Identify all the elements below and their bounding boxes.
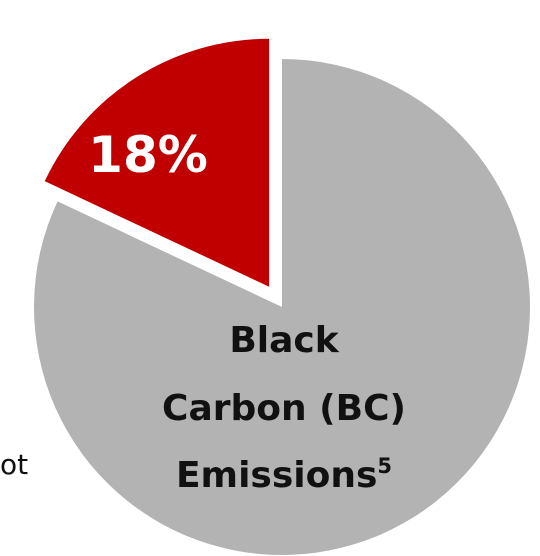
pie-slice-1 bbox=[33, 59, 531, 555]
partial-text-left: ot bbox=[0, 448, 28, 481]
pie-slices bbox=[33, 38, 531, 555]
center-label-line-2: Carbon (BC) bbox=[162, 388, 406, 429]
footnote-superscript: 5 bbox=[377, 454, 392, 478]
pie-slice-0 bbox=[44, 38, 270, 287]
center-label-line-3: Emissions5 bbox=[176, 454, 392, 496]
slice-label-18-percent: 18% bbox=[88, 126, 208, 184]
center-label-line-1: Black bbox=[229, 320, 339, 361]
center-label-emissions: Emissions bbox=[176, 455, 377, 496]
